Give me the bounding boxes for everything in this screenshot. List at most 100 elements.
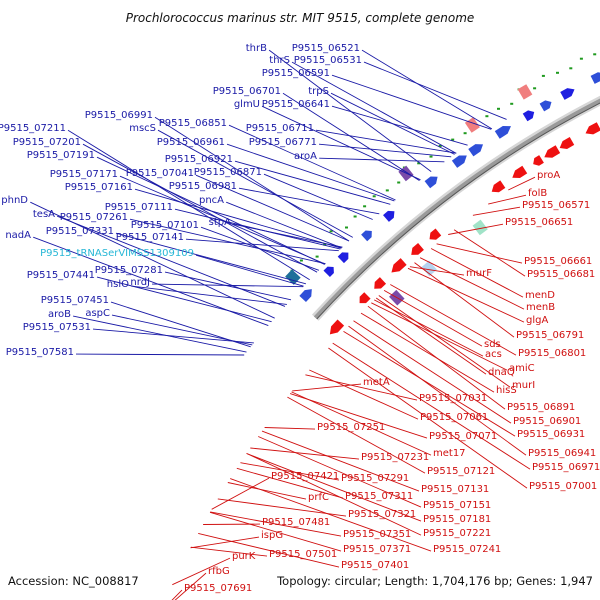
gene-label[interactable]: P9515_07241 [433,544,501,555]
gene-label[interactable]: glmU [234,99,260,110]
gene-label[interactable]: P9515_07181 [423,514,491,525]
gene-label[interactable]: glgA [526,315,548,326]
gene-label[interactable]: P9515_06961 [157,137,225,148]
gene-label[interactable]: P9515_07041 [126,168,194,179]
gene-label[interactable]: P9515_07251 [317,422,385,433]
leader-line [331,74,492,130]
gene-label[interactable]: acs [485,349,502,360]
gene-label[interactable]: P9515_07321 [348,509,416,520]
gene-label[interactable]: P9515_07531 [23,322,91,333]
leader-line [190,536,260,549]
gene-label[interactable]: ispG [261,530,283,541]
gene-label[interactable]: P9515_06651 [505,217,573,228]
gene-label[interactable]: P9515_07101 [131,220,199,231]
gene-label[interactable]: P9515_06971 [532,462,600,473]
gene-label[interactable]: P9515_07121 [427,466,495,477]
gene-label[interactable]: P9515_07311 [345,491,413,502]
gene-label[interactable]: P9515_06891 [507,402,575,413]
gene-label[interactable]: rfbG [208,566,230,577]
gene-label[interactable]: menB [526,302,555,313]
gene-label[interactable]: dnaQ [488,367,515,378]
gene-label[interactable]: P9515_07211 [0,123,66,134]
gene-label[interactable]: metA [363,377,390,388]
gene-label[interactable]: P9515_06711 [246,123,314,134]
gene-label[interactable]: P9515_07281 [95,265,163,276]
gene-label[interactable]: P9515_07191 [27,150,95,161]
gene-label[interactable]: P9515_07351 [343,529,411,540]
gene-label[interactable]: P9515_07001 [529,481,597,492]
gene-label[interactable]: P9515_06641 [262,99,330,110]
gene-label[interactable]: trpS [308,86,329,97]
gene-label[interactable]: P9515_07481 [262,517,330,528]
gene-label[interactable]: P9515_06771 [249,137,317,148]
gene-label[interactable]: P9515_06981 [169,181,237,192]
gene-label[interactable]: P9515_07441 [27,270,95,281]
gene-label[interactable]: P9515_06791 [516,330,584,341]
gene-label[interactable]: nrdJ [130,277,150,288]
gene-label[interactable]: thrB [246,43,267,54]
gene-label[interactable]: P9515_07071 [429,431,497,442]
gene-label[interactable]: P9515_07261 [60,212,128,223]
gene-label[interactable]: folB [528,188,547,199]
gene-label[interactable]: P9515_07161 [65,182,133,193]
gene-label[interactable]: mscS [129,123,156,134]
gene-label[interactable]: met17 [433,448,466,459]
trna-label[interactable]: P9515_tRNASerVIMSS1309109 [40,248,194,259]
gene-label[interactable]: thrS [269,55,290,66]
gene-label[interactable]: P9515_06591 [262,68,330,79]
gene-label[interactable]: P9515_07151 [423,500,491,511]
gene-label[interactable]: P9515_06921 [165,154,233,165]
gene-label[interactable]: P9515_07501 [269,549,337,560]
gene-label[interactable]: P9515_07231 [361,452,429,463]
gene-label[interactable]: P9515_07131 [421,484,489,495]
gene-label[interactable]: aspC [85,308,110,319]
gene-label[interactable]: P9515_06991 [85,110,153,121]
forward-gene-arrow [560,88,575,100]
gene-label[interactable]: P9515_06931 [517,429,585,440]
gene-label[interactable]: P9515_07111 [105,202,173,213]
gene-label[interactable]: P9515_06681 [527,269,595,280]
gene-label[interactable]: proA [537,170,560,181]
gene-label[interactable]: P9515_07221 [423,528,491,539]
gene-label[interactable]: phnD [1,195,28,206]
gene-label[interactable]: P9515_06661 [524,256,592,267]
gene-label[interactable]: P9515_07401 [341,560,409,571]
gene-label[interactable]: P9515_06531 [294,55,362,66]
gene-label[interactable]: P9515_06701 [213,86,281,97]
gene-label[interactable]: pncA [199,195,224,206]
gc-dot [397,181,401,184]
gene-label[interactable]: P9515_07291 [341,473,409,484]
gene-label[interactable]: P9515_06521 [292,43,360,54]
gene-label[interactable]: murF [466,268,492,279]
gene-label[interactable]: P9515_07061 [420,412,488,423]
gene-label[interactable]: P9515_06901 [513,416,581,427]
gene-label[interactable]: amiC [509,363,535,374]
gene-label[interactable]: P9515_07581 [6,347,74,358]
gene-label[interactable]: P9515_07171 [50,169,118,180]
gene-label[interactable]: tesA [33,209,55,220]
gene-label[interactable]: murI [512,380,535,391]
gene-label[interactable]: menD [525,290,555,301]
gene-label[interactable]: prfC [308,492,329,503]
gene-label[interactable]: P9515_06571 [522,200,590,211]
gene-label[interactable]: hisS [496,385,517,396]
gene-label[interactable]: P9515_06871 [194,167,262,178]
gene-label[interactable]: P9515_07371 [343,544,411,555]
gene-label[interactable]: P9515_06851 [159,118,227,129]
gene-label[interactable]: aroA [294,151,317,162]
gene-label[interactable]: P9515_07201 [13,137,81,148]
gene-label[interactable]: P9515_07141 [116,232,184,243]
gene-label[interactable]: P9515_07421 [271,471,339,482]
gene-label[interactable]: P9515_07451 [41,295,109,306]
gene-label[interactable]: hslO [107,279,129,290]
gene-label[interactable]: purK [232,551,256,562]
gene-label[interactable]: aroB [48,309,71,320]
gene-label[interactable]: sds [484,339,501,350]
gene-label[interactable]: P9515_06941 [528,448,596,459]
gene-label[interactable]: nadA [5,230,31,241]
gene-label[interactable]: P9515_06801 [518,348,586,359]
gene-label[interactable]: P9515_07031 [419,393,487,404]
gene-label[interactable]: P9515_07691 [184,583,252,594]
gene-label[interactable]: stpA [209,217,231,228]
gene-label[interactable]: P9515_07331 [46,226,114,237]
